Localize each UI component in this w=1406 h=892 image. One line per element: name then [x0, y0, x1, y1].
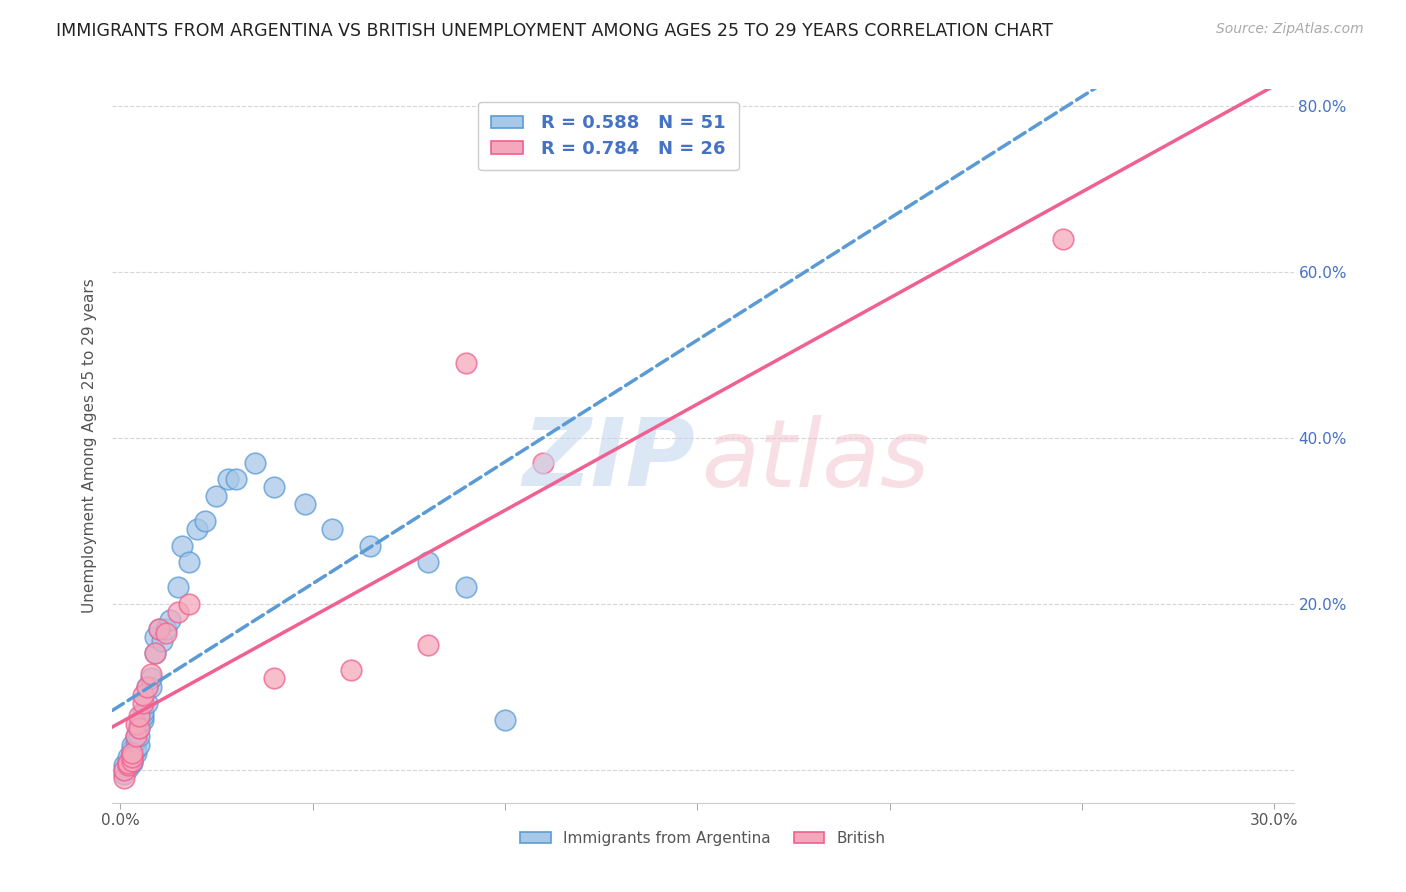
Point — [416, 638, 439, 652]
Point — [139, 667, 162, 681]
Point — [121, 746, 143, 760]
Point — [117, 758, 139, 772]
Point — [494, 713, 516, 727]
Point — [148, 622, 170, 636]
Point — [159, 613, 181, 627]
Point — [128, 721, 150, 735]
Point — [124, 742, 146, 756]
Point — [143, 647, 166, 661]
Point — [124, 730, 146, 744]
Point — [194, 514, 217, 528]
Point — [128, 721, 150, 735]
Point — [155, 625, 177, 640]
Point — [121, 750, 143, 764]
Point — [121, 750, 143, 764]
Point — [139, 680, 162, 694]
Point — [112, 771, 135, 785]
Point — [124, 746, 146, 760]
Point — [121, 756, 143, 770]
Point — [225, 472, 247, 486]
Point — [132, 688, 155, 702]
Point — [143, 630, 166, 644]
Point — [112, 763, 135, 777]
Point — [340, 663, 363, 677]
Point — [155, 622, 177, 636]
Point — [152, 634, 174, 648]
Point — [112, 763, 135, 777]
Point — [128, 708, 150, 723]
Point — [136, 696, 159, 710]
Point — [359, 539, 381, 553]
Point — [263, 671, 285, 685]
Point — [112, 758, 135, 772]
Text: ZIP: ZIP — [522, 414, 695, 507]
Point — [132, 696, 155, 710]
Point — [132, 713, 155, 727]
Point — [531, 456, 554, 470]
Point — [456, 580, 478, 594]
Point — [117, 756, 139, 770]
Point — [124, 733, 146, 747]
Point — [139, 671, 162, 685]
Point — [117, 758, 139, 772]
Point — [217, 472, 239, 486]
Point — [136, 680, 159, 694]
Point — [117, 761, 139, 775]
Point — [124, 730, 146, 744]
Point — [121, 738, 143, 752]
Point — [321, 522, 343, 536]
Legend: Immigrants from Argentina, British: Immigrants from Argentina, British — [515, 825, 891, 852]
Point — [124, 717, 146, 731]
Point — [1052, 231, 1074, 245]
Point — [121, 754, 143, 768]
Point — [121, 742, 143, 756]
Point — [456, 356, 478, 370]
Point — [143, 647, 166, 661]
Point — [148, 622, 170, 636]
Point — [416, 555, 439, 569]
Point — [117, 756, 139, 770]
Point — [128, 738, 150, 752]
Point — [132, 705, 155, 719]
Point — [136, 680, 159, 694]
Text: Source: ZipAtlas.com: Source: ZipAtlas.com — [1216, 22, 1364, 37]
Point — [132, 708, 155, 723]
Point — [128, 717, 150, 731]
Point — [186, 522, 208, 536]
Point — [121, 746, 143, 760]
Point — [112, 766, 135, 780]
Text: IMMIGRANTS FROM ARGENTINA VS BRITISH UNEMPLOYMENT AMONG AGES 25 TO 29 YEARS CORR: IMMIGRANTS FROM ARGENTINA VS BRITISH UNE… — [56, 22, 1053, 40]
Point — [294, 497, 316, 511]
Text: atlas: atlas — [702, 415, 929, 506]
Point — [205, 489, 228, 503]
Point — [117, 750, 139, 764]
Point — [128, 730, 150, 744]
Point — [179, 597, 201, 611]
Point — [167, 605, 190, 619]
Point — [179, 555, 201, 569]
Point — [117, 754, 139, 768]
Point — [263, 481, 285, 495]
Point — [243, 456, 266, 470]
Point — [170, 539, 193, 553]
Point — [121, 754, 143, 768]
Point — [167, 580, 190, 594]
Y-axis label: Unemployment Among Ages 25 to 29 years: Unemployment Among Ages 25 to 29 years — [82, 278, 97, 614]
